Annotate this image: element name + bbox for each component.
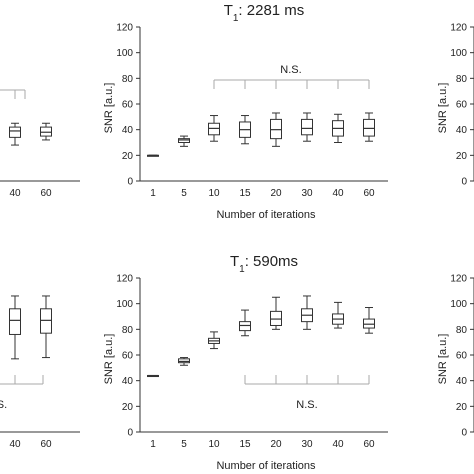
x-tick-label: 60 — [40, 188, 52, 199]
y-tick-label: 80 — [122, 74, 134, 85]
y-tick-label: 120 — [116, 274, 133, 285]
y-axis-label: SNR [a.u.] — [437, 334, 449, 385]
x-tick-label: 5 — [181, 188, 187, 199]
panel-5 — [470, 277, 474, 433]
box-30 — [301, 295, 313, 330]
box-iqr — [363, 118, 375, 137]
box-iqr — [178, 138, 190, 143]
y-tick-label: 0 — [127, 177, 133, 188]
y-tick-label: 20 — [456, 402, 468, 413]
panel-4: T1: 590ms — [136, 253, 388, 433]
x-tick-label: 60 — [40, 439, 52, 450]
ns-label: S. — [0, 399, 7, 411]
box-1 — [147, 154, 159, 157]
x-tick-label: 20 — [270, 439, 282, 450]
x-tick-label: 40 — [332, 188, 344, 199]
y-tick-label: 80 — [456, 325, 468, 336]
y-tick-label: 0 — [461, 177, 467, 188]
box-iqr — [270, 118, 282, 140]
x-tick-label: 30 — [301, 439, 313, 450]
panel-3 — [0, 295, 80, 433]
y-tick-label: 80 — [122, 325, 134, 336]
y-tick-label: 0 — [127, 428, 133, 439]
ns-label: N.S. — [280, 64, 301, 76]
box-iqr — [40, 126, 52, 137]
panel-2 — [470, 26, 474, 182]
y-tick-label: 60 — [122, 351, 134, 362]
box-iqr — [239, 321, 251, 332]
box-40 — [9, 122, 21, 146]
x-tick-label: 40 — [9, 439, 21, 450]
y-tick-label: 20 — [122, 402, 134, 413]
x-tick-label: 1 — [150, 188, 156, 199]
box-5 — [178, 135, 190, 147]
y-tick-label: 100 — [116, 48, 133, 59]
box-40 — [332, 113, 344, 143]
box-40 — [332, 301, 344, 329]
y-tick-label: 120 — [450, 23, 467, 34]
y-tick-label: 20 — [456, 151, 468, 162]
box-iqr — [40, 308, 52, 334]
x-tick-label: 10 — [208, 188, 220, 199]
y-tick-label: 100 — [450, 48, 467, 59]
box-40 — [9, 295, 21, 360]
ns-label: N.S. — [296, 399, 317, 411]
y-tick-label: 120 — [116, 23, 133, 34]
box-60 — [40, 122, 52, 141]
x-tick-label: 60 — [363, 188, 375, 199]
box-15 — [239, 309, 251, 337]
y-axis-label: SNR [a.u.] — [103, 83, 115, 134]
box-iqr — [301, 118, 313, 136]
box-15 — [239, 115, 251, 145]
y-axis-label: SNR [a.u.] — [437, 83, 449, 134]
box-60 — [363, 112, 375, 142]
box-60 — [363, 307, 375, 334]
y-tick-label: 60 — [122, 100, 134, 111]
x-tick-label: 20 — [270, 188, 282, 199]
y-tick-label: 40 — [122, 376, 134, 387]
box-60 — [40, 295, 52, 359]
x-tick-label: 10 — [208, 439, 220, 450]
y-tick-label: 100 — [116, 299, 133, 310]
panel-1: T1: 2281 ms — [136, 2, 388, 182]
y-tick-label: 40 — [456, 125, 468, 136]
panel-0 — [0, 89, 80, 182]
y-tick-label: 20 — [122, 151, 134, 162]
y-tick-label: 40 — [456, 376, 468, 387]
y-axis-label: SNR [a.u.] — [103, 334, 115, 385]
x-tick-label: 15 — [239, 439, 251, 450]
y-tick-label: 100 — [450, 299, 467, 310]
box-iqr — [363, 318, 375, 329]
y-tick-label: 60 — [456, 351, 468, 362]
panel-title: T1: 590ms — [230, 253, 298, 275]
y-tick-label: 60 — [456, 100, 468, 111]
x-axis-label: Number of iterations — [216, 209, 316, 221]
x-tick-label: 15 — [239, 188, 251, 199]
y-tick-label: 40 — [122, 125, 134, 136]
x-tick-label: 1 — [150, 439, 156, 450]
x-tick-label: 40 — [332, 439, 344, 450]
box-iqr — [270, 310, 282, 326]
box-iqr — [208, 122, 220, 136]
box-30 — [301, 112, 313, 142]
box-iqr — [9, 126, 21, 138]
x-tick-label: 60 — [363, 439, 375, 450]
box-iqr — [178, 358, 190, 364]
y-tick-label: 120 — [450, 274, 467, 285]
box-1 — [147, 374, 159, 378]
y-tick-label: 80 — [456, 74, 468, 85]
x-axis-label: Number of iterations — [216, 460, 316, 472]
x-tick-label: 40 — [9, 188, 21, 199]
x-tick-label: 30 — [301, 188, 313, 199]
box-10 — [208, 115, 220, 142]
x-tick-label: 5 — [181, 439, 187, 450]
box-20 — [270, 296, 282, 330]
panel-title: T1: 2281 ms — [224, 2, 305, 24]
y-tick-label: 0 — [461, 428, 467, 439]
box-5 — [178, 357, 190, 366]
box-20 — [270, 112, 282, 147]
box-10 — [208, 331, 220, 350]
box-iqr — [9, 308, 21, 335]
